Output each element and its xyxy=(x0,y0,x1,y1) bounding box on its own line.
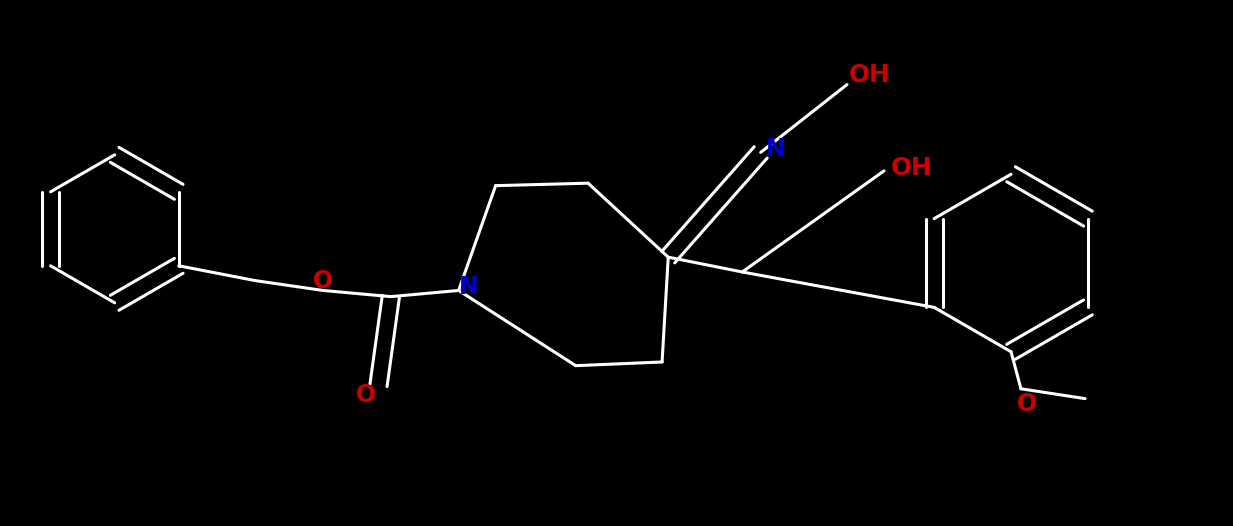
Text: OH: OH xyxy=(890,156,932,180)
Text: O: O xyxy=(356,383,376,407)
Text: OH: OH xyxy=(848,63,890,87)
Text: O: O xyxy=(1017,391,1037,416)
Text: N: N xyxy=(766,137,785,160)
Text: O: O xyxy=(313,269,333,292)
Text: N: N xyxy=(459,275,478,299)
